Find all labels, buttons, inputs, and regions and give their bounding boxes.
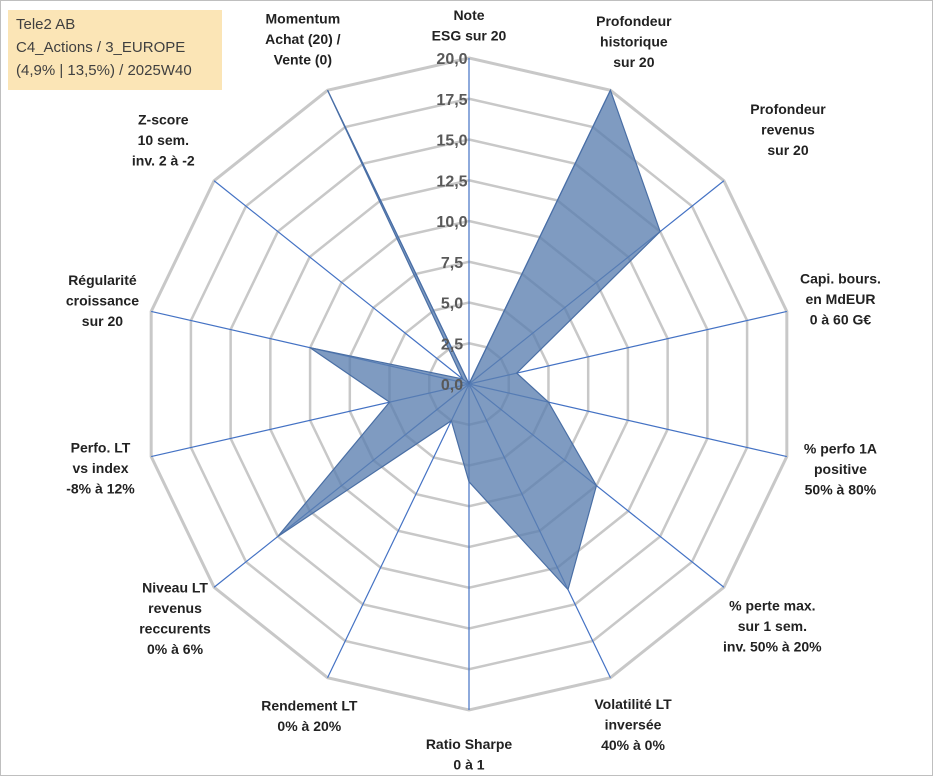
tick-label: 20,0	[436, 51, 467, 68]
tick-label: 7,5	[441, 255, 463, 272]
axis-label-line: Niveau LT	[142, 580, 208, 596]
axis-label-line: revenus	[761, 122, 815, 138]
tick-label: 15,0	[436, 133, 467, 150]
axis-label-line: sur 20	[82, 313, 123, 329]
axis-label-line: revenus	[148, 600, 202, 616]
axis-label-line: 0 à 1	[453, 756, 484, 772]
tick-label: 0,0	[441, 377, 463, 394]
axis-label-line: historique	[600, 34, 668, 50]
axis-label-line: inversée	[605, 717, 662, 733]
axis-label-13: Momentum Achat (20) / Vente (0)	[265, 10, 341, 67]
axis-label-line: Momentum	[265, 10, 340, 26]
axis-label-12: Z-score 10 sem. inv. 2 à -2	[132, 112, 195, 169]
axis-label-line: vs index	[72, 460, 128, 476]
axis-label-line: Rendement LT	[261, 697, 358, 713]
axis-label-line: Régularité	[68, 272, 137, 288]
axis-label-line: Profondeur	[750, 101, 826, 117]
axis-label-line: 0% à 20%	[277, 718, 341, 734]
axis-label-line: Volatilité LT	[594, 696, 672, 712]
axis-label-line: reccurents	[139, 621, 211, 637]
axis-label-line: croissance	[66, 292, 139, 308]
axis-label-9: Niveau LT revenus reccurents 0% à 6%	[139, 580, 211, 658]
axis-label-line: 0 à 60 G€	[810, 312, 872, 328]
axis-label-2: Profondeur revenus sur 20	[750, 101, 826, 158]
axis-label-11: Régularité croissance sur 20	[66, 272, 139, 329]
axis-label-line: % perfo 1A	[804, 440, 877, 456]
tick-label: 2,5	[441, 336, 463, 353]
axis-label-line: Note	[453, 7, 484, 23]
axis-label-line: en MdEUR	[805, 291, 875, 307]
radar-ticks: 0,0 2,5 5,0 7,5 10,0 12,5 15,0 17,5 20,0	[436, 51, 467, 394]
axis-label-line: -8% à 12%	[66, 481, 135, 497]
tick-label: 5,0	[441, 296, 463, 313]
radar-chart: 0,0 2,5 5,0 7,5 10,0 12,5 15,0 17,5 20,0 Note ESG…	[0, 0, 933, 776]
axis-label-4: % perfo 1A positive 50% à 80%	[804, 440, 877, 497]
axis-label-line: % perte max.	[729, 597, 815, 613]
axis-label-1: Profondeur historique sur 20	[596, 13, 672, 70]
axis-label-5: % perte max. sur 1 sem. inv. 50% à 20%	[723, 597, 822, 654]
axis-label-line: positive	[814, 461, 867, 477]
axis-label-line: inv. 50% à 20%	[723, 638, 822, 654]
axis-label-8: Rendement LT 0% à 20%	[261, 697, 358, 734]
tick-label: 17,5	[436, 92, 467, 109]
axis-label-line: sur 20	[767, 142, 808, 158]
axis-label-line: sur 1 sem.	[738, 618, 807, 634]
axis-label-0: Note ESG sur 20	[432, 7, 507, 44]
axis-label-line: Capi. bours.	[800, 271, 881, 287]
axis-label-line: Ratio Sharpe	[426, 736, 513, 752]
tick-label: 12,5	[436, 173, 467, 190]
axis-label-line: Profondeur	[596, 13, 672, 29]
axis-label-10: Perfo. LT vs index -8% à 12%	[66, 440, 135, 497]
axis-label-3: Capi. bours. en MdEUR 0 à 60 G€	[800, 271, 881, 328]
axis-label-line: 50% à 80%	[805, 481, 877, 497]
tick-label: 10,0	[436, 214, 467, 231]
axis-label-line: inv. 2 à -2	[132, 153, 195, 169]
axis-label-line: Z-score	[138, 112, 189, 128]
axis-label-line: sur 20	[613, 54, 654, 70]
axis-label-line: Achat (20) /	[265, 31, 341, 47]
axis-label-line: Perfo. LT	[71, 440, 131, 456]
axis-label-6: Volatilité LT inversée 40% à 0%	[594, 696, 672, 753]
axis-label-line: Vente (0)	[274, 51, 332, 67]
axis-label-line: 10 sem.	[138, 132, 189, 148]
axis-label-line: 0% à 6%	[147, 641, 204, 657]
axis-label-line: 40% à 0%	[601, 737, 665, 753]
axis-label-line: ESG sur 20	[432, 27, 507, 43]
axis-label-7: Ratio Sharpe 0 à 1	[426, 736, 513, 773]
